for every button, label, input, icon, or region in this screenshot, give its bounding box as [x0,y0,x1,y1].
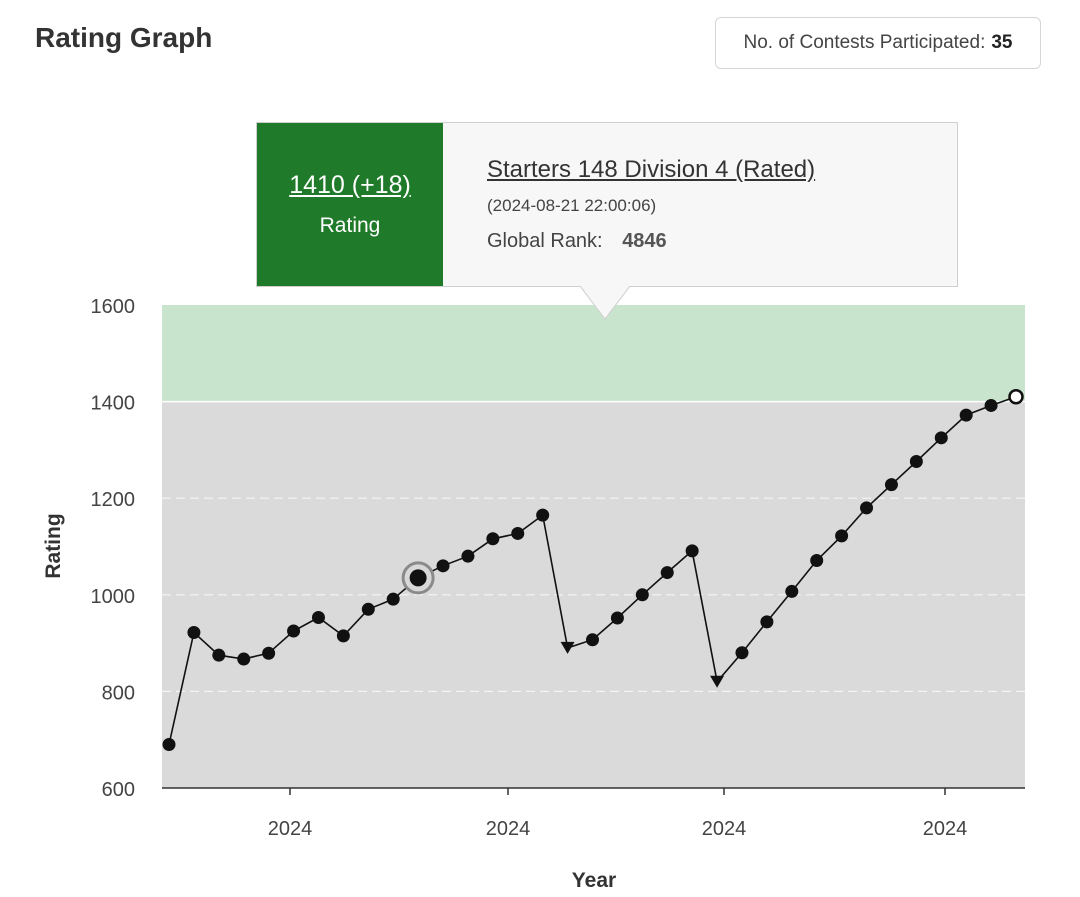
rating-point[interactable] [212,648,226,662]
x-axis-label: Year [572,869,616,892]
rating-point[interactable] [635,588,649,602]
tooltip-rating-label: Rating [319,214,381,237]
y-tick-label: 600 [102,779,135,801]
rating-point[interactable] [436,559,450,573]
rating-bands [162,305,1025,788]
rating-point[interactable] [237,652,251,666]
rating-point[interactable] [785,584,799,598]
tooltip-datetime: (2024-08-21 22:00:06) [487,196,657,215]
rating-point[interactable] [486,532,500,546]
y-tick-labels: 600 800 1000 1200 1400 1600 [91,296,136,801]
latest-rating-point[interactable] [1008,389,1024,405]
y-tick-label: 1000 [91,586,136,608]
page-title: Rating Graph [35,22,213,53]
rating-point[interactable] [835,529,849,543]
x-tick-label: 2024 [486,818,531,840]
rating-point[interactable] [959,408,973,422]
rating-drop-marker[interactable] [560,641,575,654]
rating-point[interactable] [934,431,948,445]
rating-point[interactable] [660,566,674,580]
y-tick-label: 1200 [91,489,136,511]
x-tick-label: 2024 [268,818,313,840]
contests-label: No. of Contests Participated: [743,32,986,53]
rating-point[interactable] [311,611,325,625]
rating-point[interactable] [361,602,375,616]
rating-point[interactable] [586,633,599,647]
tooltip-rating-link[interactable]: 1410 (+18) [289,171,411,199]
tooltip-global-rank: Global Rank: 4846 [487,230,815,253]
rating-point[interactable] [536,508,550,522]
rating-drop-marker[interactable] [710,675,725,688]
rating-point[interactable] [262,646,276,660]
rating-point[interactable] [735,646,749,660]
rating-point[interactable] [760,615,774,629]
rating-band-2 [162,305,1025,402]
x-tick-label: 2024 [702,818,747,840]
rating-point[interactable] [984,398,998,412]
global-rank-value: 4846 [622,230,667,252]
rating-point[interactable] [909,454,923,468]
rating-point[interactable] [810,554,824,568]
rating-point[interactable] [511,526,525,540]
rating-point[interactable] [386,592,400,606]
x-ticks: 2024 2024 2024 2024 [268,788,968,840]
grid-lines [162,400,1025,693]
rating-point[interactable] [287,624,301,638]
rating-point[interactable] [461,549,475,563]
contests-count: 35 [991,32,1013,53]
rating-point[interactable] [162,738,176,752]
rating-markers[interactable] [162,389,1024,752]
rating-point[interactable] [187,625,201,639]
hovered-rating-point[interactable] [409,569,427,587]
tooltip-rating-panel: 1410 (+18) Rating [257,123,443,286]
rating-point[interactable] [884,478,898,492]
y-tick-label: 800 [102,682,135,704]
contest-tooltip: 1410 (+18) Rating Starters 148 Division … [256,122,958,287]
rating-point[interactable] [336,629,350,643]
contests-count-box: No. of Contests Participated: 35 [715,17,1041,69]
y-tick-label: 1400 [91,393,136,415]
rating-point[interactable] [685,544,699,558]
tooltip-contest-link[interactable]: Starters 148 Division 4 (Rated) [487,156,816,183]
x-tick-label: 2024 [923,818,968,840]
tooltip-pointer [580,286,630,320]
rating-point[interactable] [860,501,874,515]
y-tick-label: 1600 [91,296,136,318]
tooltip-details: Starters 148 Division 4 (Rated) (2024-08… [443,123,815,286]
rating-point[interactable] [610,611,624,625]
y-axis-label: Rating [42,513,65,578]
global-rank-label: Global Rank: [487,230,603,252]
